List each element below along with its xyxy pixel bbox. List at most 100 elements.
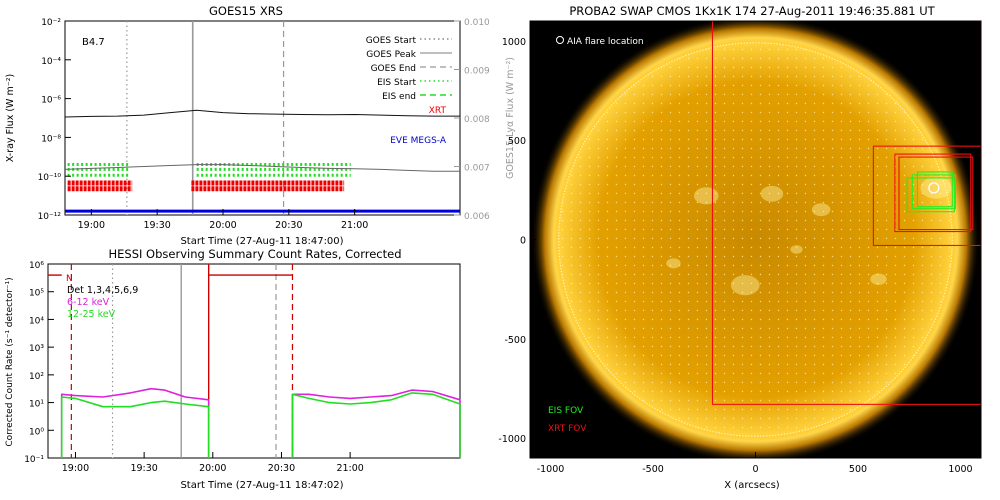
xrt-fov-box-0 [711, 21, 981, 405]
active-region-6 [666, 258, 681, 269]
swap-xtick-label-4: 1000 [948, 464, 972, 475]
hessi-xtick-label-1: 19:30 [130, 463, 157, 474]
hessi-series [60, 387, 461, 458]
swap-xtick-label-1: -500 [642, 464, 664, 475]
hessi-ytick-label-7: 10⁻¹ [24, 455, 44, 465]
aia-legend-label: AIA flare location [567, 37, 644, 47]
hessi-xtick-label-3: 20:30 [268, 463, 295, 474]
swap-xtick-label-0: -1000 [537, 464, 565, 475]
eis-fov-box-6 [916, 171, 953, 208]
swap-y-axis: 1000 500 0 -500 -1000 [498, 37, 536, 445]
goes-yrtick-label-4: 0.006 [464, 212, 490, 222]
goes-instrument-bands [67, 163, 351, 192]
hessi-ytick-label-5: 10¹ [29, 400, 44, 410]
aia-flare-marker [928, 182, 940, 194]
goes-legend-label-1: GOES Peak [366, 50, 416, 60]
aia-legend-marker [556, 36, 564, 44]
hessi-legend-label-2: 12-25 keV [67, 309, 116, 320]
hessi-plot-frame [47, 263, 461, 459]
goes-ytick-label-1: 10⁻⁴ [41, 57, 61, 67]
goes-legend-label-5: XRT [429, 106, 447, 116]
goes-series [64, 109, 460, 213]
goes-yrtick-label-1: 0.009 [464, 67, 490, 77]
swap-xtick-label-3: 500 [849, 464, 867, 475]
hessi-ytick-label-3: 10³ [29, 344, 44, 354]
goes-legend-label-3: EIS Start [377, 78, 416, 88]
goes-yrtick-label-2: 0.008 [464, 115, 490, 125]
goes-legend: GOES Start GOES Peak GOES End EIS Start EIS … [366, 36, 452, 146]
hessi-ytick-label-6: 10⁰ [29, 427, 44, 437]
xrt-fov-label: XRT FOV [548, 424, 587, 434]
goes-series-1 [64, 164, 460, 172]
goes-legend-label-4: EIS end [382, 92, 416, 102]
goes-panel: GOES15 XRS 10⁻² 10⁻⁴ 10⁻⁶ 10⁻⁸ 10⁻¹⁰ 10⁻¹² 0.… [5, 4, 516, 247]
goes-title: GOES15 XRS [209, 4, 283, 18]
goes-yrtick-label-0: 0.010 [464, 18, 490, 28]
active-region-7 [790, 245, 803, 254]
active-region-1 [760, 185, 784, 202]
goes-x-axis: 19:00 19:30 20:00 20:30 21:00 [78, 209, 368, 231]
goes-legend-label-2: GOES End [371, 64, 416, 74]
fov-boxes [711, 21, 981, 405]
goes-xtick-label-1: 19:30 [143, 220, 170, 231]
eis-fov-label: EIS FOV [548, 406, 584, 416]
hessi-xtick-label-2: 20:00 [199, 463, 226, 474]
goes-ylabel: X-ray Flux (W m⁻²) [5, 74, 16, 163]
goes-ylabel-right: GOES15 Lyα Flux (W m⁻²) [505, 57, 516, 179]
goes-xtick-label-0: 19:00 [78, 220, 105, 231]
goes-ytick-label-5: 10⁻¹² [38, 212, 62, 222]
swap-xlabel: X (arcsecs) [724, 480, 780, 491]
eis-fov-box-4 [906, 177, 955, 213]
xrt-fov-box-1 [872, 145, 981, 247]
hessi-series-0-seg-1 [291, 389, 461, 458]
hessi-xlabel: Start Time (27-Aug-11 18:47:02) [180, 480, 343, 491]
xrt-fov-box-3 [898, 156, 974, 231]
hessi-series-0-seg-0 [60, 387, 210, 458]
sun-coordinate-grid [558, 42, 953, 437]
hessi-series-1-seg-0 [60, 396, 210, 458]
goes-flare-class: B4.7 [82, 37, 105, 48]
hessi-ytick-label-4: 10² [29, 372, 44, 382]
swap-ytick-label-2: 0 [520, 236, 526, 247]
hessi-xtick-label-4: 21:00 [336, 463, 363, 474]
sun-limb [558, 42, 953, 437]
swap-ytick-label-1: 500 [508, 136, 526, 147]
active-region-0 [694, 187, 719, 205]
hessi-y-axis: 10⁶ 10⁵ 10⁴ 10³ 10² 10¹ 10⁰ 10⁻¹ [24, 261, 54, 465]
swap-ytick-label-3: -500 [504, 335, 526, 346]
hessi-xtick-label-0: 19:00 [62, 463, 89, 474]
swap-xtick-label-2: 0 [752, 464, 758, 475]
goes-ytick-label-3: 10⁻⁸ [41, 134, 61, 144]
goes-ytick-label-0: 10⁻² [41, 18, 61, 28]
goes-y-right-axis: 0.010 0.009 0.008 0.007 0.006 [454, 18, 490, 222]
goes-ytick-label-2: 10⁻⁶ [41, 96, 61, 106]
hessi-ytick-label-2: 10⁴ [29, 316, 44, 326]
goes-legend-label-0: GOES Start [366, 36, 417, 46]
hessi-x-axis: 19:00 19:30 20:00 20:30 21:00 [62, 452, 364, 474]
hessi-ylabel: Corrected Count Rate (s⁻¹ detector⁻¹) [5, 277, 15, 446]
hessi-marker-n: N [66, 274, 73, 284]
hessi-ytick-label-1: 10⁵ [29, 289, 44, 299]
active-region-5 [870, 273, 887, 285]
xrt-fov-box-2 [894, 153, 972, 233]
swap-ytick-label-4: -1000 [498, 434, 526, 445]
goes-xtick-label-2: 20:00 [209, 220, 236, 231]
goes-y-axis: 10⁻² 10⁻⁴ 10⁻⁶ 10⁻⁸ 10⁻¹⁰ 10⁻¹² [38, 18, 71, 222]
active-region-2 [730, 275, 760, 296]
goes-event-lines [126, 21, 285, 215]
hessi-series-1-seg-1 [291, 392, 461, 458]
eis-fov-box-5 [911, 174, 956, 210]
goes-xtick-label-4: 21:00 [341, 220, 368, 231]
goes-xtick-label-3: 20:30 [275, 220, 302, 231]
swap-panel: PROBA2 SWAP CMOS 1Kx1K 174 27-Aug-2011 1… [498, 4, 982, 491]
hessi-legend-label-0: Det 1,3,4,5,6,9 [67, 285, 138, 296]
hessi-panel: HESSI Observing Summary Count Rates, Cor… [5, 247, 461, 491]
swap-x-axis: -1000 -500 0 500 1000 [537, 452, 973, 475]
swap-ytick-label-0: 1000 [502, 37, 526, 48]
hessi-ytick-label-0: 10⁶ [29, 261, 44, 271]
goes-ytick-label-4: 10⁻¹⁰ [38, 173, 62, 183]
goes-yrtick-label-3: 0.007 [464, 164, 490, 174]
active-region-3 [811, 203, 831, 217]
